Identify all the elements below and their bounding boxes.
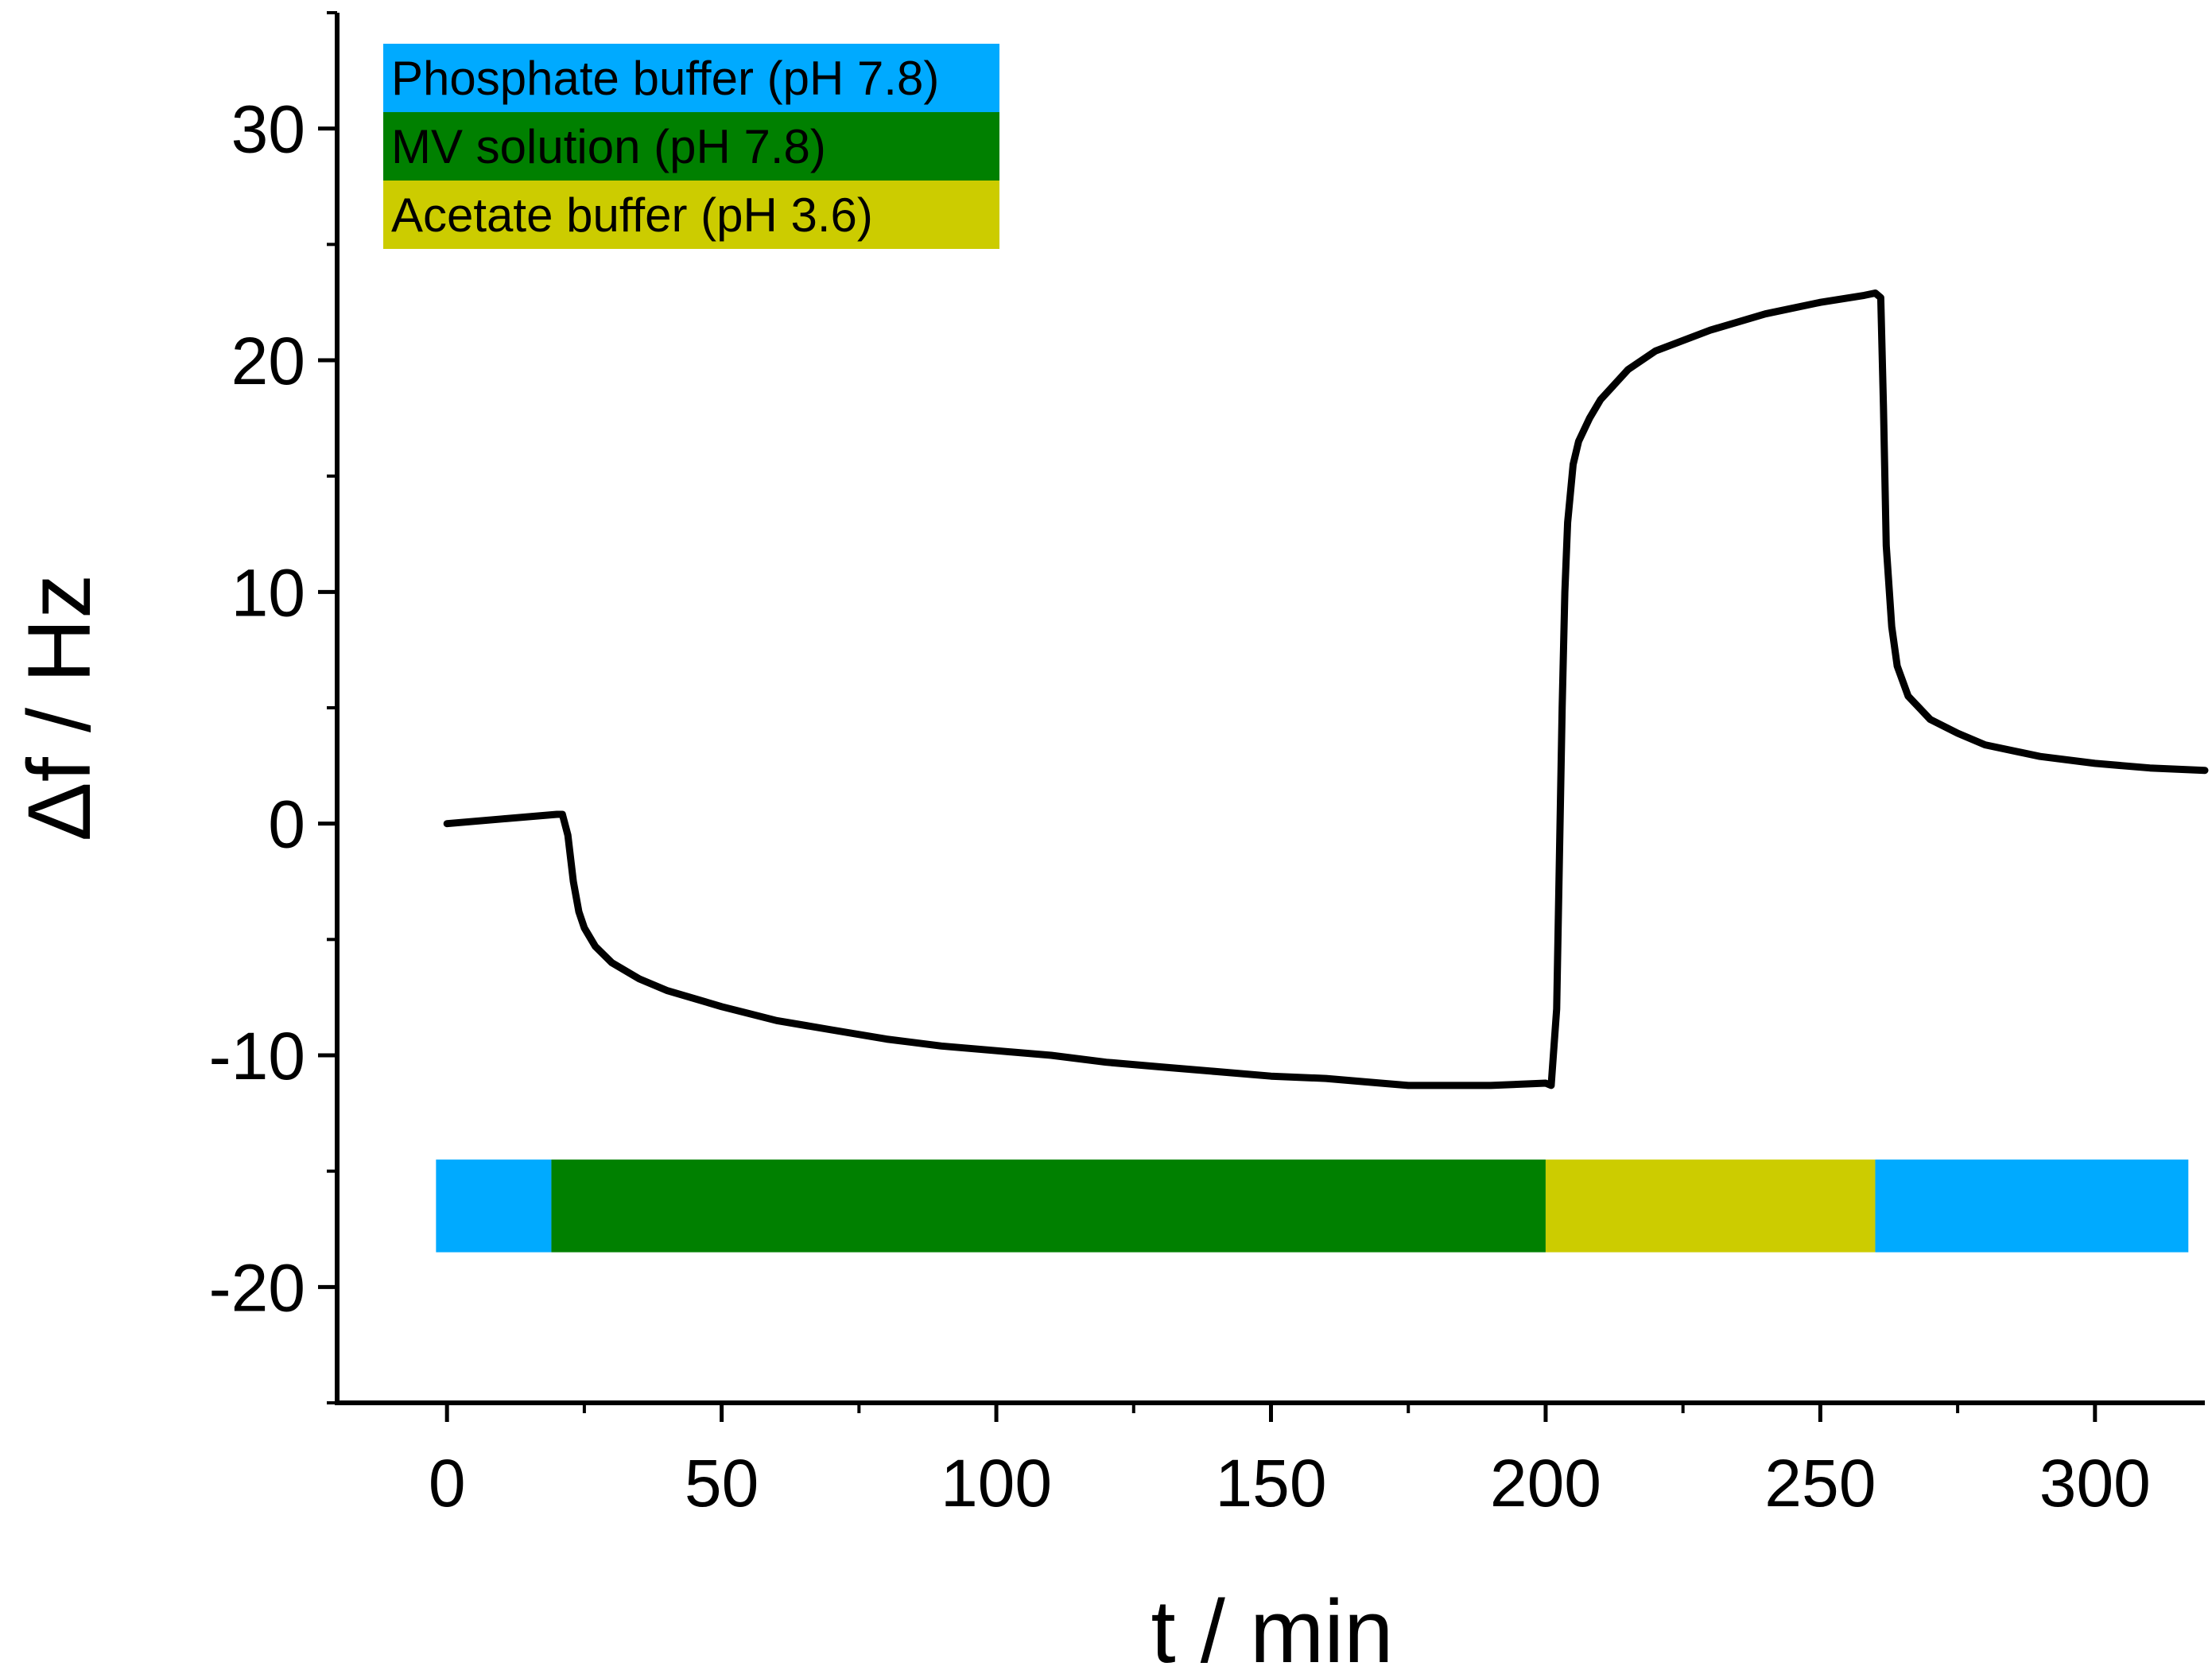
phase-bar-segment-2 [1545,1159,1876,1253]
x-axis-title: t / min [1151,1582,1394,1678]
x-tick-label-6: 300 [2039,1446,2151,1521]
phase-bar-segment-1 [551,1159,1546,1253]
series-line-0 [443,289,2209,1090]
x-tick-label-3: 150 [1215,1446,1326,1521]
series-group [443,289,2209,1090]
phase-bar [436,1159,2189,1253]
legend-label-1: MV solution (pH 7.8) [391,120,826,173]
x-tick-label-0: 0 [429,1446,466,1521]
y-axis-title: Δf / Hz [10,574,109,841]
x-tick-label-5: 250 [1764,1446,1876,1521]
x-tick-label-1: 50 [685,1446,759,1521]
legend-swatch-0 [383,44,999,112]
legend-swatch-1 [383,112,999,181]
legend: Phosphate buffer (pH 7.8) MV solution (pH… [383,44,999,249]
phase-bar-segment-0 [436,1159,552,1253]
legend-swatch-2 [383,181,999,249]
legend-label-0: Phosphate buffer (pH 7.8) [391,52,939,105]
y-tick-label-3: 10 [231,555,305,630]
y-tick-label-4: 20 [231,324,305,398]
x-tick-label-4: 200 [1490,1446,1601,1521]
phase-bar-segment-3 [1875,1159,2189,1253]
legend-label-2: Acetate buffer (pH 3.6) [391,188,873,242]
y-tick-label-1: -10 [209,1019,305,1093]
y-tick-label-2: 0 [268,787,305,862]
y-tick-label-0: -20 [209,1250,305,1325]
x-tick-label-2: 100 [941,1446,1052,1521]
y-tick-label-5: 30 [231,92,305,167]
